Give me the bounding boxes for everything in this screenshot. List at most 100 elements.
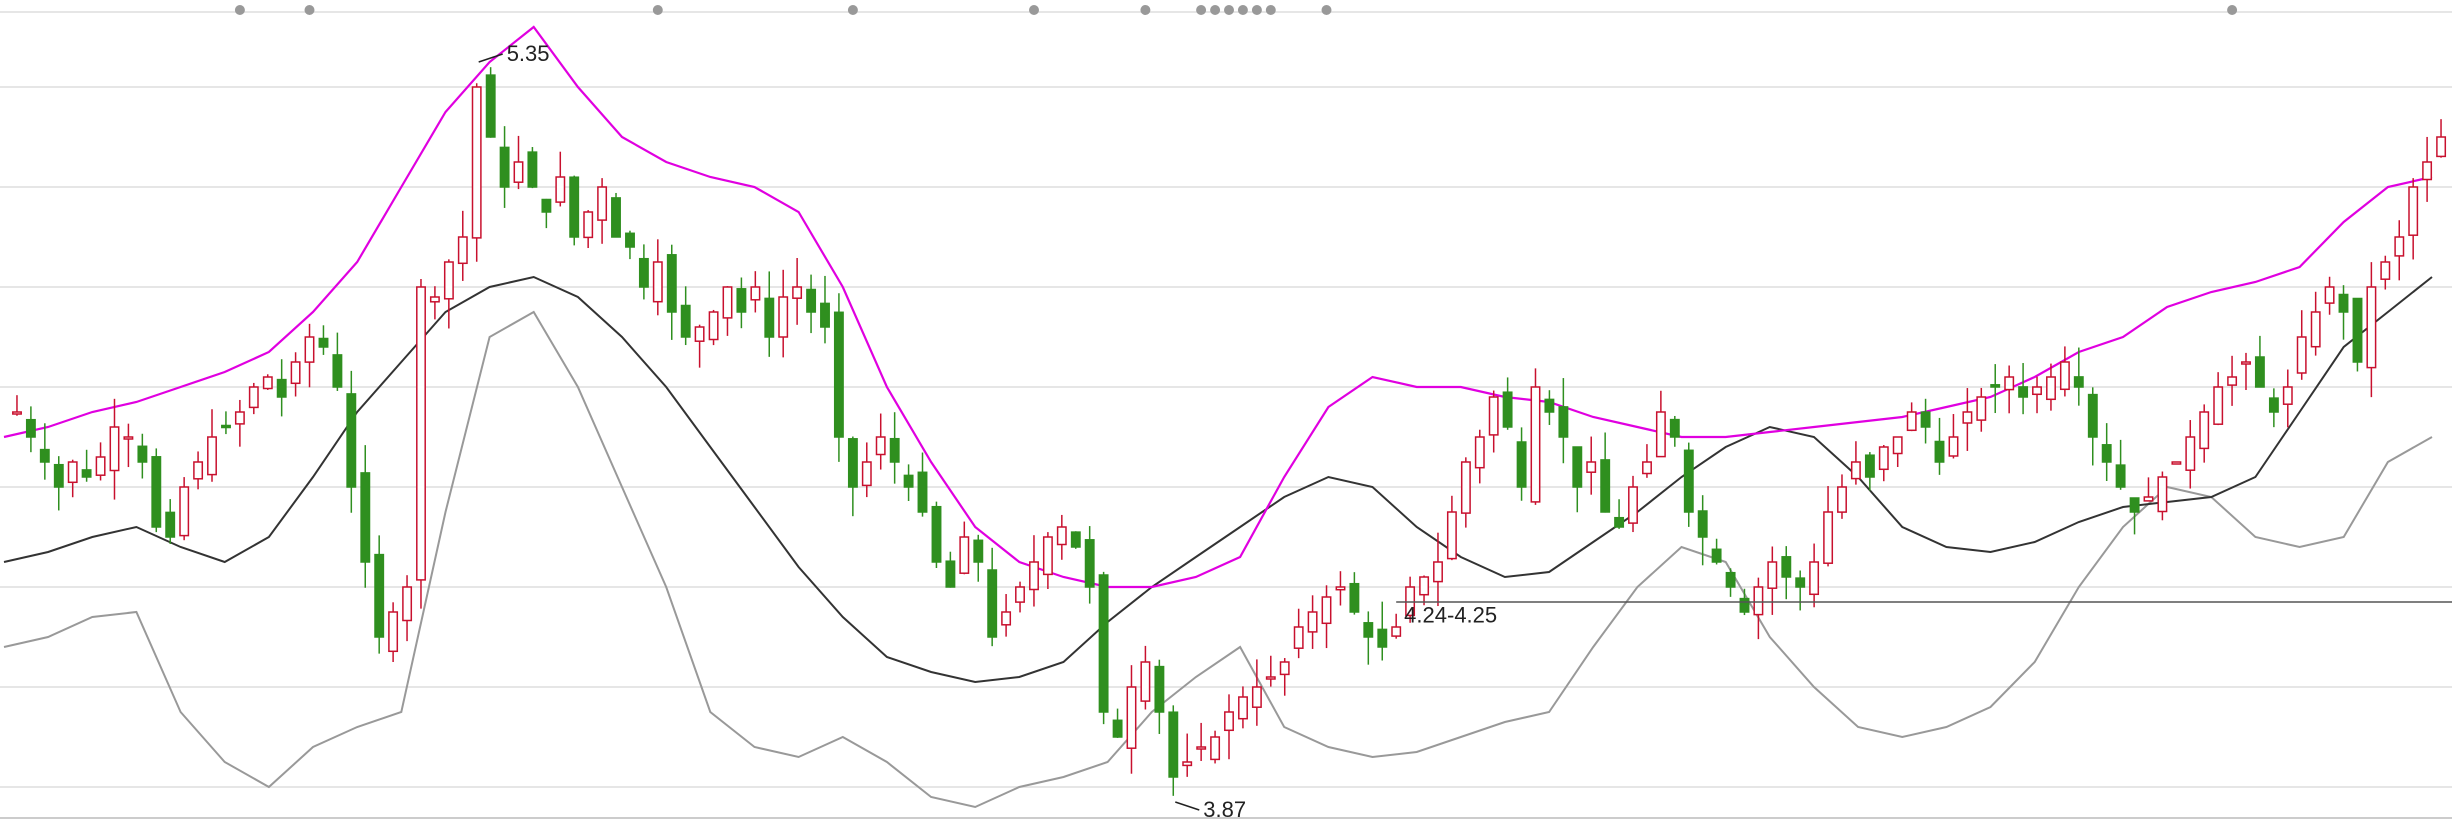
candle-body	[931, 505, 942, 563]
candle	[2101, 423, 2112, 482]
candle	[1725, 568, 1736, 597]
candle	[2227, 355, 2238, 406]
candle	[583, 210, 594, 249]
candle-body	[1962, 411, 1973, 424]
annotation-arrow	[478, 53, 503, 63]
candle	[1251, 659, 1262, 726]
candle-body	[1530, 386, 1541, 503]
candle-body	[2171, 461, 2182, 465]
candle	[416, 278, 426, 609]
candle	[1433, 532, 1443, 607]
candle-body	[583, 211, 594, 239]
candle-body	[1042, 536, 1053, 576]
candle	[2394, 220, 2405, 281]
candle	[1405, 576, 1416, 623]
candle-body	[1558, 406, 1569, 438]
candle-body	[67, 461, 78, 484]
middle-band-line	[3, 275, 2433, 684]
candle-body	[1446, 511, 1457, 560]
event-marker-dot	[2227, 5, 2238, 15]
price-annotations: 5.35 3.87 4.24-4.25	[478, 41, 1497, 822]
candle	[1029, 535, 1039, 607]
candle	[555, 151, 566, 207]
candle	[346, 370, 357, 513]
candle-body	[2352, 297, 2363, 363]
candle-body	[151, 456, 162, 528]
candle	[917, 452, 928, 517]
candle	[625, 230, 635, 260]
candle	[1823, 486, 1834, 567]
candle	[1934, 417, 1945, 475]
event-marker-dot	[1237, 5, 1248, 15]
candle	[1795, 570, 1806, 611]
candle-body	[2241, 361, 2251, 365]
candle	[2213, 372, 2224, 426]
candle-body	[1934, 440, 1945, 463]
candle-body	[1335, 586, 1346, 591]
candle	[81, 449, 92, 482]
candle-body	[457, 236, 468, 265]
candle	[2087, 387, 2098, 466]
candle	[1948, 414, 1959, 459]
candle-body	[2282, 386, 2293, 405]
candle-body	[1279, 661, 1290, 676]
candle-body	[987, 569, 998, 638]
candle-body	[1363, 622, 1374, 638]
candle	[1265, 655, 1276, 687]
candle-body	[2129, 497, 2140, 513]
candle-body	[1544, 398, 1555, 413]
candle	[1335, 571, 1346, 606]
candle-body	[2380, 261, 2391, 280]
candle-body	[2338, 293, 2349, 313]
candle	[1098, 571, 1109, 725]
candle	[1391, 613, 1402, 639]
event-marker-dot	[652, 5, 663, 15]
candle-body	[1488, 396, 1499, 436]
candle	[2171, 461, 2182, 465]
candle-body	[1405, 586, 1416, 617]
candle-body	[1586, 461, 1597, 473]
candle	[2422, 136, 2433, 202]
candle	[1488, 390, 1499, 453]
candle-body	[1377, 628, 1388, 648]
candle-body	[1669, 418, 1680, 438]
candle	[666, 244, 677, 340]
candle-body	[1628, 486, 1638, 524]
candle-body	[2032, 386, 2042, 396]
candle-body	[39, 448, 50, 463]
candle-body	[1683, 449, 1694, 513]
candle	[2366, 262, 2377, 398]
candle	[1042, 532, 1053, 589]
candle	[1001, 594, 1012, 637]
candle	[1238, 686, 1248, 729]
candle-body	[207, 436, 217, 476]
event-markers	[234, 5, 2238, 15]
candle-body	[1251, 686, 1262, 708]
candle	[165, 499, 176, 544]
candle-body	[2087, 393, 2098, 438]
candle	[2157, 471, 2168, 521]
candle-body	[1781, 556, 1792, 578]
candle	[151, 448, 162, 533]
candle-body	[2143, 496, 2154, 502]
candle	[1112, 708, 1123, 738]
event-marker-dot	[1224, 5, 1234, 15]
candle	[1307, 595, 1318, 649]
candle	[234, 399, 245, 447]
candle-body	[234, 411, 245, 425]
candle	[2032, 376, 2042, 414]
candle-body	[1864, 454, 1875, 478]
candle-body	[165, 511, 176, 538]
candle	[861, 442, 872, 498]
candle	[1906, 402, 1917, 432]
event-marker-dot	[1210, 5, 1221, 15]
candlestick-series	[12, 67, 2447, 796]
candle-body	[262, 376, 273, 390]
candle-body	[429, 296, 440, 303]
candle-body	[2213, 386, 2224, 425]
candle	[1154, 659, 1165, 734]
candle-body	[2422, 161, 2433, 181]
event-marker-dot	[847, 5, 858, 15]
candle	[1753, 577, 1764, 640]
candle-body	[1809, 561, 1820, 596]
